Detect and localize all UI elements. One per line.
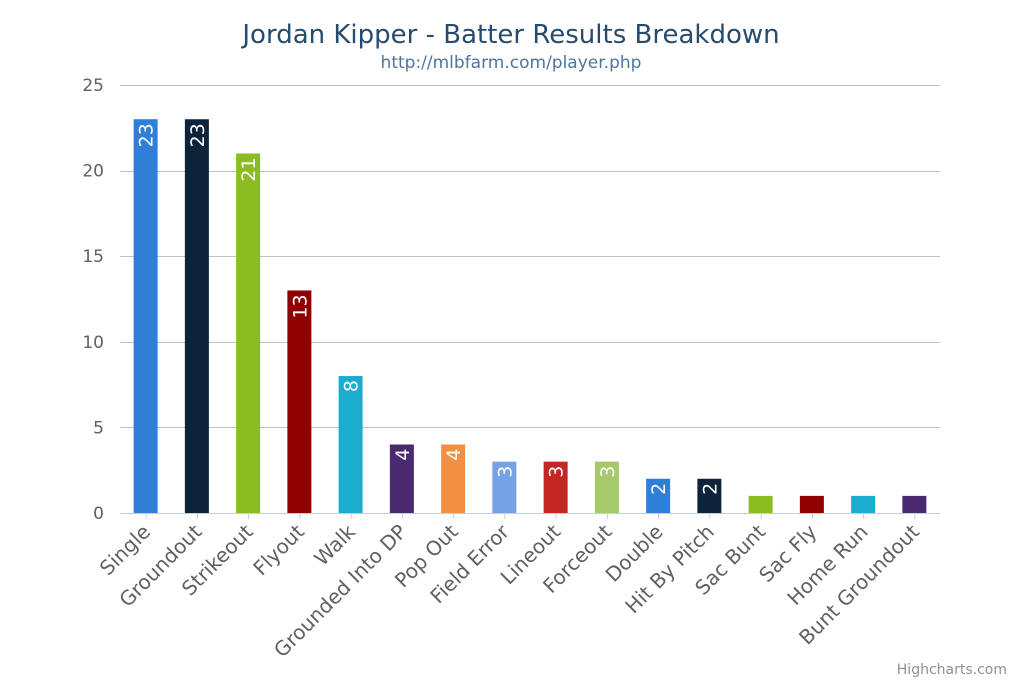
data-label-groundout: 23 (187, 123, 209, 147)
bar-sac-bunt[interactable] (748, 495, 773, 513)
bar-flyout[interactable] (287, 290, 312, 513)
bar-field-error[interactable] (492, 461, 517, 513)
bar-groundout[interactable] (184, 119, 209, 514)
bar-hit-by-pitch[interactable] (697, 478, 722, 513)
y-tick-label: 10 (82, 333, 104, 353)
y-tick-label: 15 (82, 247, 104, 267)
data-label-strikeout: 21 (238, 157, 260, 181)
data-label-pop-out: 4 (443, 449, 465, 461)
data-label-grounded-into-dp: 4 (392, 449, 414, 461)
x-tick-label-flyout: Flyout (248, 519, 309, 580)
bar-home-run[interactable] (851, 495, 876, 513)
y-tick-label: 0 (93, 504, 104, 524)
bar-walk[interactable] (338, 376, 363, 513)
data-label-walk: 8 (341, 380, 363, 392)
chart-subtitle: http://mlbfarm.com/player.php (381, 53, 642, 73)
bar-double[interactable] (646, 478, 671, 513)
bar-sac-fly[interactable] (799, 495, 824, 513)
y-tick-label: 20 (82, 162, 104, 182)
data-label-forceout: 3 (597, 466, 619, 478)
data-label-double: 2 (648, 483, 670, 495)
data-label-single: 23 (136, 123, 158, 147)
bar-single[interactable] (133, 119, 158, 514)
data-label-hit-by-pitch: 2 (699, 483, 721, 495)
y-axis: 0 5 10 15 20 25 (82, 76, 104, 524)
bar-bunt-groundout[interactable] (902, 495, 927, 513)
data-label-field-error: 3 (494, 466, 516, 478)
bar-pop-out[interactable] (441, 444, 466, 513)
bar-strikeout[interactable] (236, 153, 261, 514)
y-tick-label: 5 (93, 418, 104, 438)
y-tick-label: 25 (82, 76, 104, 96)
chart-title: Jordan Kipper - Batter Results Breakdown (240, 20, 779, 50)
bars (133, 119, 927, 514)
bar-forceout[interactable] (594, 461, 619, 513)
credits-link[interactable]: Highcharts.com (897, 662, 1007, 678)
data-label-lineout: 3 (546, 466, 568, 478)
data-label-flyout: 13 (289, 294, 311, 318)
bar-grounded-into-dp[interactable] (389, 444, 414, 513)
data-labels: 23 23 21 13 8 4 4 3 3 3 2 2 (136, 123, 722, 495)
bar-lineout[interactable] (543, 461, 568, 513)
